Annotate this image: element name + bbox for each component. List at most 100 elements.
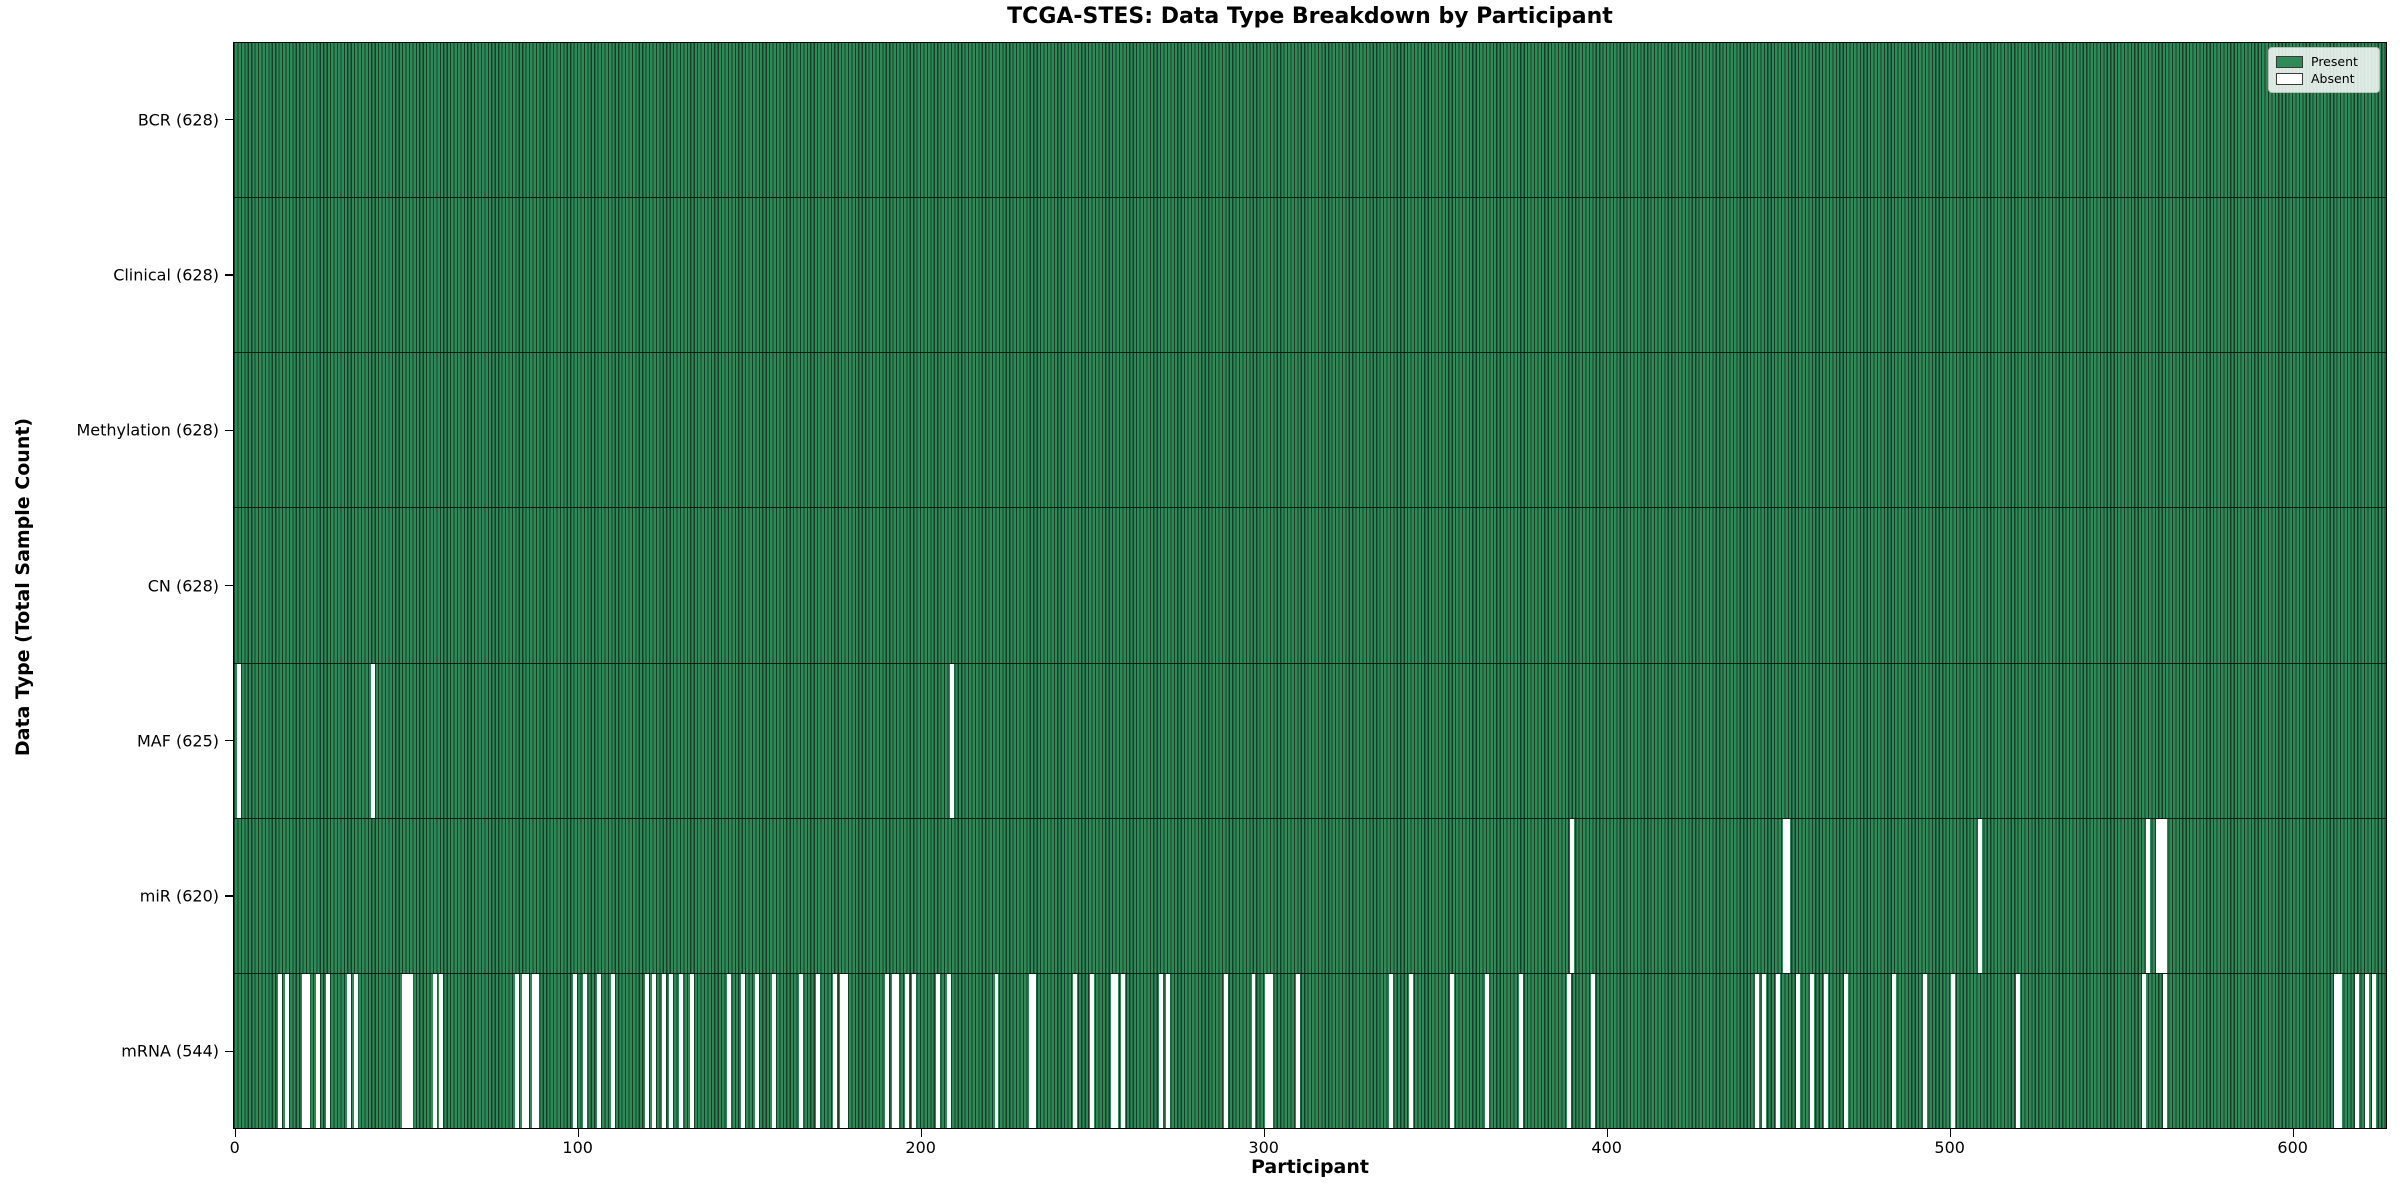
- absent-strip: [644, 973, 649, 1128]
- absent-strip: [1090, 973, 1095, 1128]
- absent-strip: [895, 973, 900, 1128]
- legend-label: Absent: [2311, 71, 2355, 86]
- absent-strip: [771, 973, 776, 1128]
- absent-strip: [840, 973, 845, 1128]
- x-tick-mark: [1949, 1129, 1952, 1137]
- absent-strip: [1518, 973, 1523, 1128]
- absent-strip: [521, 973, 526, 1128]
- absent-strip: [662, 973, 667, 1128]
- absent-strip: [610, 973, 615, 1128]
- absent-strip: [689, 973, 694, 1128]
- plot-area: [233, 42, 2387, 1129]
- absent-strip: [583, 973, 588, 1128]
- absent-strip: [1032, 973, 1037, 1128]
- legend-entry: Absent: [2276, 70, 2372, 87]
- absent-strip: [1844, 973, 1849, 1128]
- absent-strip: [302, 973, 307, 1128]
- absent-strip: [405, 973, 410, 1128]
- absent-strip: [2365, 973, 2370, 1128]
- absent-strip: [1755, 973, 1760, 1128]
- row-Methylation: [234, 353, 2386, 509]
- x-tick-label: 300: [1248, 1138, 1279, 1157]
- x-tick-label: 200: [905, 1138, 936, 1157]
- absent-strip: [1775, 973, 1780, 1128]
- absent-strip: [843, 973, 848, 1128]
- y-tick-mark: [225, 740, 233, 742]
- y-tick-label: BCR (628): [137, 110, 219, 130]
- absent-strip: [2334, 973, 2339, 1128]
- absent-strip: [316, 973, 320, 1128]
- absent-strip: [1590, 973, 1595, 1128]
- absent-strip: [401, 973, 406, 1128]
- absent-strip: [754, 973, 759, 1128]
- absent-strip: [1265, 973, 1270, 1128]
- absent-strip: [408, 973, 413, 1128]
- y-tick-label: Clinical (628): [113, 265, 219, 285]
- y-tick-mark: [225, 1050, 233, 1053]
- absent-strip: [2372, 973, 2377, 1128]
- y-tick-label: Methylation (628): [76, 420, 219, 440]
- absent-strip: [1892, 973, 1897, 1128]
- x-tick-label: 400: [1591, 1138, 1622, 1157]
- absent-strip: [2142, 973, 2147, 1128]
- x-tick-label: 600: [2277, 1138, 2308, 1157]
- x-tick-mark: [577, 1129, 580, 1137]
- absent-strip: [727, 973, 732, 1128]
- absent-strip: [514, 973, 519, 1128]
- absent-strip: [1388, 973, 1393, 1128]
- absent-strip: [1796, 973, 1801, 1128]
- absent-strip: [1484, 973, 1489, 1128]
- x-tick-mark: [234, 1129, 237, 1137]
- absent-strip: [905, 973, 910, 1128]
- absent-strip: [1251, 973, 1256, 1128]
- absent-strip: [1159, 973, 1163, 1128]
- absent-strip: [1111, 973, 1115, 1128]
- x-tick-mark: [1263, 1129, 1266, 1137]
- absent-strip: [1810, 973, 1815, 1128]
- absent-strip: [2354, 973, 2359, 1128]
- legend-swatch-present: [2276, 55, 2303, 68]
- absent-strip: [799, 973, 804, 1128]
- row-MAF: [234, 663, 2386, 819]
- y-tick-mark: [225, 118, 233, 121]
- absent-strip: [278, 973, 283, 1128]
- absent-strip: [531, 973, 536, 1128]
- y-tick-label: CN (628): [147, 576, 219, 595]
- absent-strip: [326, 973, 331, 1128]
- absent-strip: [1268, 973, 1273, 1128]
- y-tick-mark: [225, 429, 233, 431]
- absent-strip: [353, 973, 358, 1128]
- absent-strip: [1073, 973, 1078, 1128]
- absent-strip: [535, 973, 540, 1128]
- y-tick-mark: [225, 895, 233, 897]
- absent-strip: [432, 973, 437, 1128]
- absent-strip: [2163, 818, 2167, 973]
- absent-strip: [305, 973, 310, 1128]
- row-miR: [234, 818, 2386, 974]
- absent-strip: [1114, 973, 1119, 1128]
- absent-strip: [816, 973, 821, 1128]
- absent-strip: [573, 973, 577, 1128]
- row-CN: [234, 508, 2386, 664]
- x-tick-mark: [2292, 1129, 2295, 1137]
- legend-entry: Present: [2276, 53, 2372, 70]
- absent-strip: [1823, 973, 1828, 1128]
- absent-strip: [833, 973, 838, 1128]
- row-Clinical: [234, 198, 2386, 354]
- absent-strip: [370, 663, 375, 818]
- absent-strip: [1923, 973, 1928, 1128]
- absent-strip: [1450, 973, 1455, 1128]
- absent-strip: [346, 973, 351, 1128]
- absent-strip: [439, 973, 444, 1128]
- absent-strip: [597, 973, 601, 1128]
- absent-strip: [2015, 973, 2020, 1128]
- absent-strip: [237, 663, 242, 818]
- absent-strip: [1950, 973, 1955, 1128]
- legend-label: Present: [2311, 54, 2358, 69]
- y-tick-label: mRNA (544): [121, 1041, 219, 1061]
- chart-title: TCGA-STES: Data Type Breakdown by Partic…: [1007, 4, 1613, 29]
- y-tick-mark: [225, 274, 233, 276]
- absent-strip: [936, 973, 941, 1128]
- y-tick-mark: [225, 584, 233, 587]
